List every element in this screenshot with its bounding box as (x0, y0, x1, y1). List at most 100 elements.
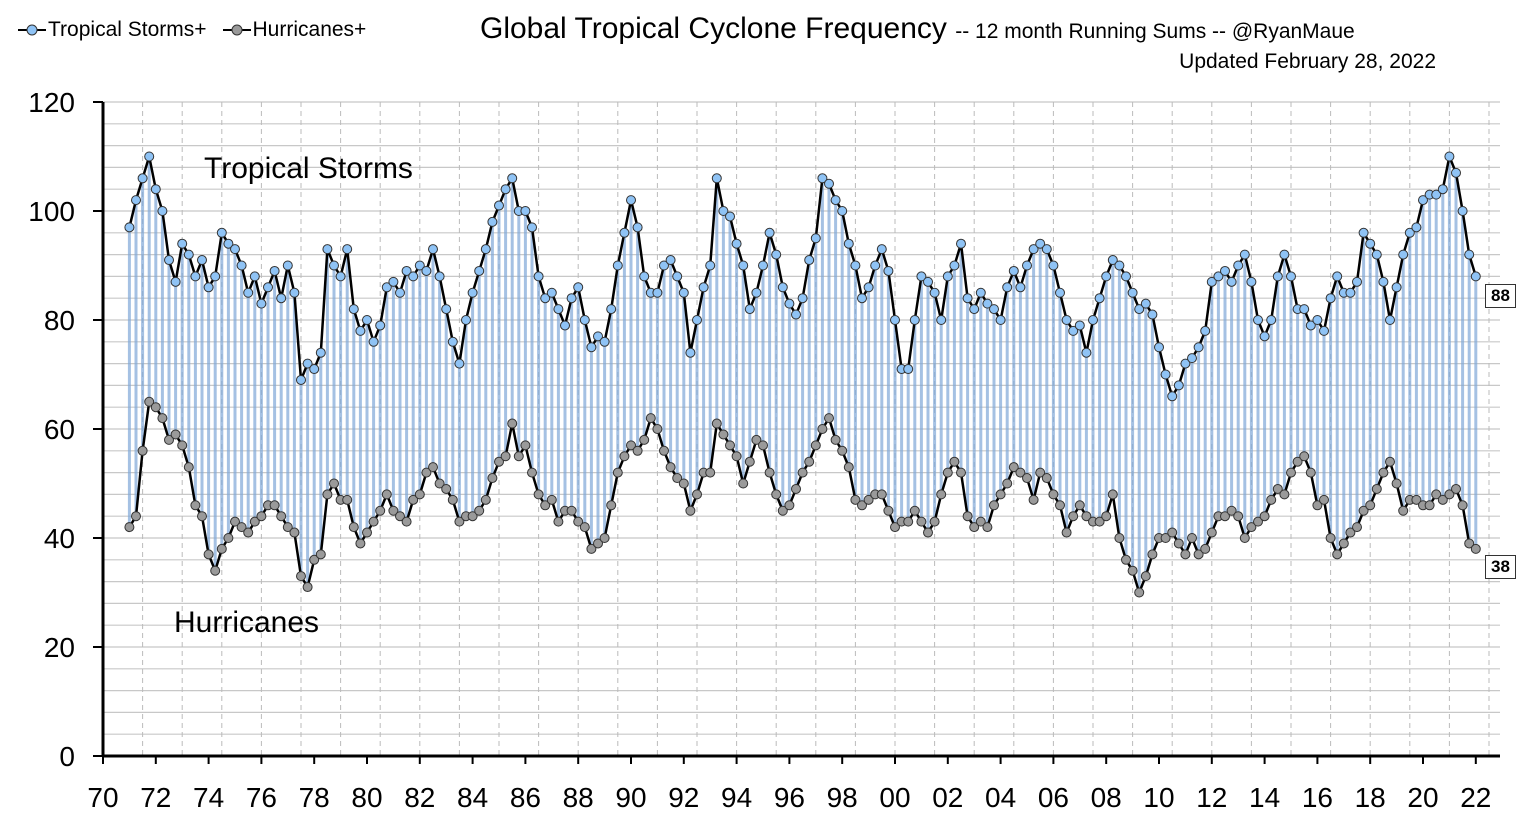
x-tick-label: 92 (668, 782, 699, 813)
tropical-storms-point (929, 287, 940, 298)
tropical-storms-point (381, 282, 392, 293)
hurricanes-point (909, 505, 920, 516)
hurricanes-point (546, 494, 557, 505)
end-label-tropical-storms: 88 (1485, 284, 1516, 308)
tropical-storms-point (692, 315, 702, 325)
tropical-storms-point (1286, 271, 1296, 282)
hurricanes-point (573, 516, 584, 527)
hurricanes-point (1008, 462, 1019, 473)
tropical-storms-point (335, 271, 346, 282)
hurricanes-point (203, 549, 214, 560)
annotation-tropical-storms: Tropical Storms (204, 152, 413, 185)
hurricanes-point (949, 456, 960, 467)
tropical-storms-point (1187, 353, 1197, 364)
hurricanes-point (962, 511, 973, 522)
tropical-storms-point (368, 336, 379, 347)
x-tick-label: 06 (1038, 782, 1069, 813)
hurricanes-point (758, 440, 768, 451)
hurricanes-point (289, 527, 300, 538)
hurricanes-point (665, 462, 676, 473)
x-tick-label: 90 (615, 782, 646, 813)
tropical-storms-point (1299, 304, 1310, 315)
hurricanes-point (678, 478, 689, 489)
x-tick-label: 96 (774, 782, 805, 813)
hurricanes-point (1272, 483, 1283, 494)
hurricanes-point (1061, 527, 1072, 538)
tropical-storms-point (909, 315, 920, 325)
tropical-storms-point (1352, 276, 1362, 287)
tropical-storms-point (269, 265, 280, 276)
tropical-storms-point (421, 265, 432, 276)
tropical-storms-point (1431, 189, 1442, 200)
tropical-storms-point (705, 260, 716, 271)
x-tick-label: 22 (1460, 782, 1491, 813)
hurricanes-point (1173, 538, 1184, 549)
legend-marker-gray-icon (222, 24, 251, 36)
tropical-storms-point (1200, 325, 1211, 336)
hurricanes-point (804, 456, 815, 467)
tropical-storms-point (1055, 287, 1065, 298)
tropical-storms-point (678, 287, 689, 298)
tropical-storms-point (1107, 255, 1118, 266)
hurricanes-point (513, 451, 524, 462)
tropical-storms-point (183, 249, 194, 260)
hurricanes-point (1068, 511, 1079, 522)
hurricanes-point (1319, 494, 1329, 505)
hurricanes-point (1385, 456, 1395, 467)
hurricanes-point (144, 396, 155, 407)
hurricanes-point (929, 516, 940, 527)
hurricanes-point (1187, 533, 1197, 543)
tropical-storms-point (1325, 293, 1336, 304)
tropical-storms-point (771, 249, 782, 260)
hurricanes-point (784, 500, 795, 511)
hurricanes-point (1444, 489, 1455, 500)
hurricanes-point (1378, 467, 1389, 478)
hurricanes-point (936, 489, 947, 500)
hurricanes-point (230, 516, 240, 527)
tropical-storms-point (1279, 249, 1290, 260)
hurricanes-point (1424, 500, 1435, 511)
hurricanes-point (1048, 489, 1059, 500)
hurricanes-point (1167, 527, 1178, 538)
hurricanes-point (487, 473, 498, 484)
tropical-storms-point (863, 282, 874, 293)
hurricanes-point (124, 522, 135, 533)
hurricanes-point (355, 538, 366, 549)
x-tick-label: 14 (1249, 782, 1280, 813)
hurricanes-point (751, 434, 762, 445)
hurricanes-point (1345, 527, 1356, 538)
y-tick-label: 120 (28, 87, 75, 118)
hurricanes-point (474, 505, 485, 516)
chart-title-block: Global Tropical Cyclone Frequency -- 12 … (480, 12, 1355, 46)
hurricanes-point (1266, 494, 1277, 505)
end-label-hurricanes: 38 (1485, 555, 1516, 579)
hurricanes-point (1002, 478, 1013, 489)
x-tick-label: 94 (721, 782, 752, 813)
tropical-storms-point (883, 265, 894, 276)
hurricanes-point (388, 505, 399, 516)
hurricanes-point (1286, 467, 1296, 478)
chart-subtitle: -- 12 month Running Sums -- @RyanMaue (955, 20, 1355, 43)
tropical-storms-point (170, 276, 181, 287)
tropical-storms-point (1167, 391, 1178, 402)
tropical-storms-point (1127, 287, 1138, 298)
tropical-storms-point (487, 216, 498, 227)
hurricanes-point (414, 489, 425, 500)
tropical-storms-point (500, 184, 511, 195)
hurricanes-point (1299, 451, 1310, 462)
tropical-storms-point (1312, 315, 1323, 325)
hurricanes-point (1140, 571, 1151, 582)
tropical-storms-point (665, 255, 676, 266)
tropical-storms-point (652, 287, 663, 298)
tropical-storms-point (401, 265, 412, 276)
tropical-storms-point (1206, 276, 1217, 287)
x-tick-label: 88 (563, 782, 594, 813)
tropical-storms-point (282, 260, 293, 271)
tropical-storms-point (164, 255, 174, 266)
hurricanes-point (1233, 511, 1244, 522)
tropical-storms-point (791, 309, 801, 320)
hurricanes-point (764, 467, 775, 478)
tropical-storms-point (177, 238, 188, 249)
tropical-storms-point (540, 293, 551, 304)
hurricanes-point (540, 500, 551, 511)
